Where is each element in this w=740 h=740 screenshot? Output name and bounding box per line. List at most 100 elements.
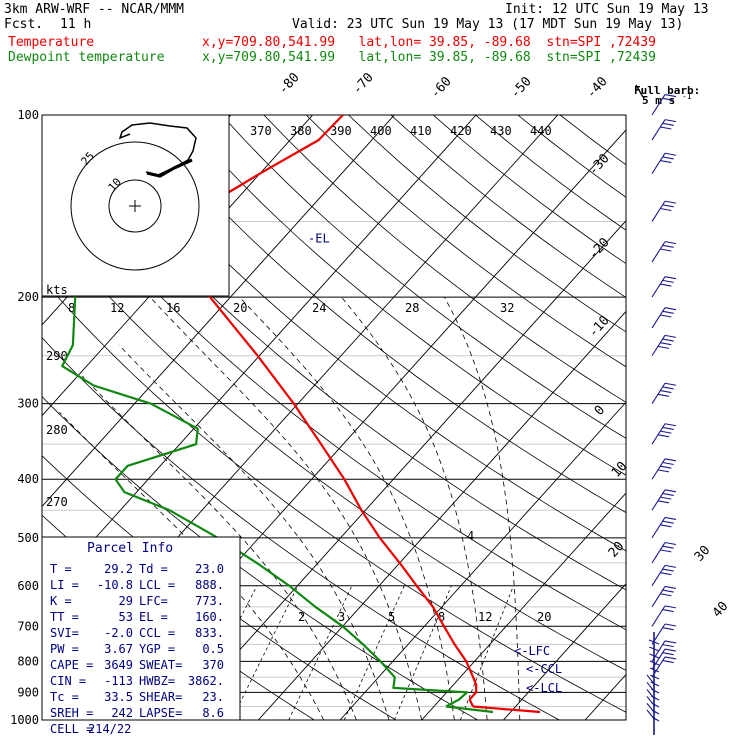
isotherm-line [176,220,626,720]
wind-barb [651,276,666,298]
el-marker: -EL [308,231,330,245]
wind-barb-flag [660,430,672,434]
theta-label: 370 [250,124,272,138]
dry-adiabat-line [305,115,626,368]
wind-barb-flag [662,386,674,390]
dry-adiabat-line [221,115,626,439]
forecast-label: Fcst. [4,17,44,32]
wind-barb-flag [664,585,677,589]
wind-barb-flag [664,564,677,568]
parcel-field-value: 23. [202,690,224,704]
moist-adiabat-line [82,375,357,720]
parcel-field-value: 160. [195,610,224,624]
lcl-marker: <-LCL [526,681,562,695]
wind-barb [651,695,660,701]
theta-label: 270 [46,495,68,509]
isotherm-line [503,583,626,720]
theta-label: 440 [530,124,552,138]
theta-label: 390 [330,124,352,138]
mixing-ratio-label: 32 [500,301,514,315]
wind-barb-flag [664,648,677,652]
barb-legend: 5 m s [642,94,675,107]
wind-barb-flag [662,545,674,549]
theta-label: 290 [46,349,68,363]
wind-barb [651,307,666,329]
moist-adiabat-line [341,296,488,720]
isotherm-line [42,115,477,598]
wind-barb-flag [657,393,670,397]
wind-barb-flag [662,627,674,631]
wind-barb-flag [664,94,677,98]
wind-barb-flag [662,652,674,656]
parcel-field-value: 214/22 [88,722,131,736]
pressure-label: 500 [17,531,39,545]
pressure-label: 100 [17,108,39,122]
dry-adiabat-line [136,115,626,514]
wind-barb-flag [660,390,672,394]
parcel-field-value: 0.5 [202,642,224,656]
dry-adiabat-line [178,115,626,476]
dry-adiabat-line [42,159,626,631]
wind-barb-flag [662,122,674,126]
wind-barb [651,119,666,141]
wind-barb-flag [664,307,677,311]
mixing-ratio-label: 2 [298,610,305,624]
parcel-field-value: 3.67 [104,642,133,656]
parcel-field-label: K = [50,594,72,608]
mixing-ratio-line [459,585,514,720]
moist-adiabat-line [149,296,423,720]
wind-barb-flag [662,609,674,613]
dry-adiabat-line [42,278,626,713]
parcel-field-label: SWEAT= [139,658,182,672]
wind-barb-flag [662,660,674,664]
wind-barb-flag [662,520,674,524]
dry-adiabat-line [42,219,626,671]
mixing-ratio-label: 16 [166,301,180,315]
dry-adiabat-line [475,115,626,231]
wind-barb [651,489,666,511]
wind-barb-flag [660,207,672,212]
parcel-field-value: -113 [104,674,133,688]
wind-barb-flag [660,572,672,576]
mixing-ratio-label: 8 [438,610,445,624]
parcel-field-value: 8.6 [202,706,224,720]
parcel-field-value: 29 [119,594,133,608]
mixing-ratio-line [231,585,299,720]
isotherm-label: 0 [592,403,608,419]
wind-barb-flag [662,204,674,208]
mixing-ratio-label: 12 [478,610,492,624]
parcel-field-label: LAPSE= [139,706,182,720]
forecast-hours: 11 h [60,17,92,32]
mixing-ratio-label: 28 [405,301,419,315]
wind-barb [651,423,666,445]
wind-barb-flag [660,126,672,130]
wind-barb-flag [662,338,674,342]
chart-header: 3km ARW-WRF -- NCAR/MMM Init: 12 UTC Sun… [0,0,740,66]
parcel-field-value: 33.5 [104,690,133,704]
pressure-label: 900 [17,685,39,699]
wind-barb-flag [662,97,674,101]
mixing-ratio-line [288,585,353,720]
wind-barb [651,517,666,539]
wind-barb-flag [664,489,677,493]
parcel-field-value: 242 [111,706,133,720]
dry-adiabat-line [517,115,626,198]
pressure-label: 600 [17,579,39,593]
hodograph-trace-low [146,158,193,178]
theta-label: 280 [46,423,68,437]
theta-label: 400 [370,124,392,138]
parcel-field-label: Tc = [50,690,79,704]
parcel-field-label: SVI= [50,626,79,640]
wind-barb-flag [664,656,677,660]
wind-barb-flag [664,200,677,204]
pressure-label: 400 [17,472,39,486]
wind-barb-flag [660,593,672,597]
wind-barb-flag [662,310,674,314]
hodograph-unit-label: kts [46,283,68,297]
mixing-ratio-label: 3 [338,610,345,624]
wind-barb [651,241,666,263]
wind-barb-flag [664,458,677,462]
valid-time: Valid: 23 UTC Sun 19 May 13 (17 MDT Sun … [292,17,684,32]
mixing-ratio-label: 4 [467,529,474,543]
